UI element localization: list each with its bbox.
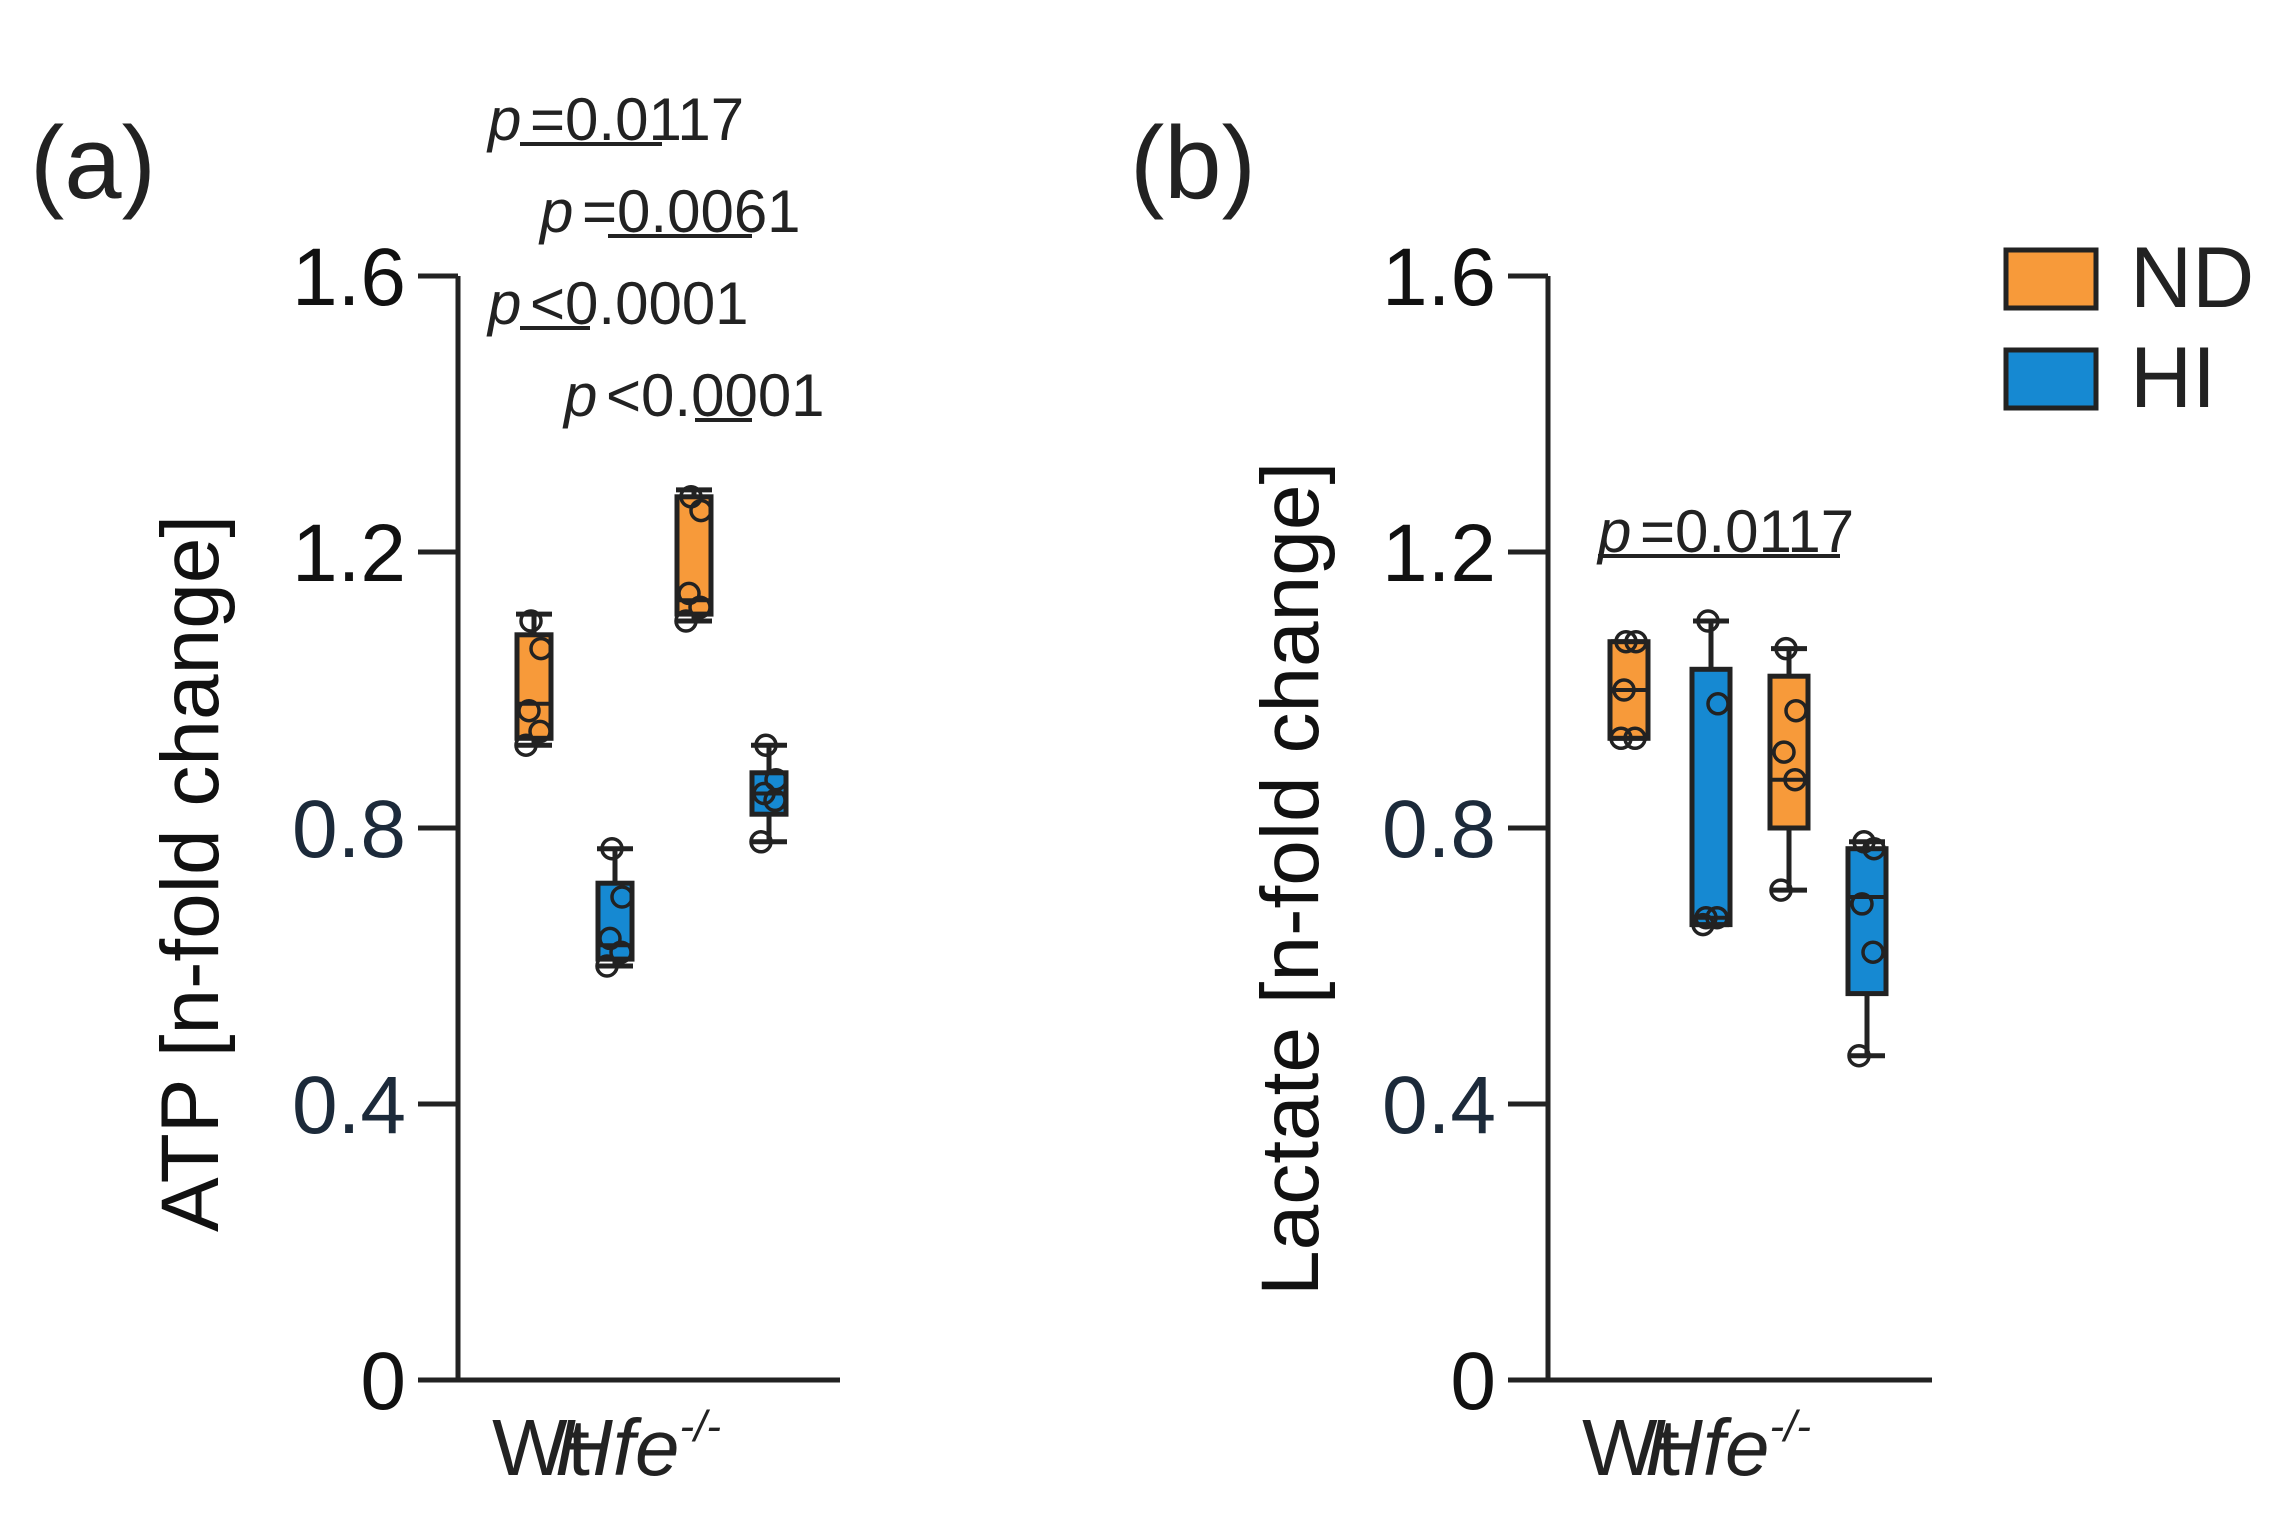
data-point (674, 609, 698, 633)
category-label: Hfe-/- (1645, 1402, 1811, 1492)
category-name: Wt (492, 1403, 590, 1492)
data-point (610, 885, 634, 909)
y-tick-label: 1.2 (1382, 508, 1496, 599)
box-hi-hfe (749, 733, 789, 854)
category-superscript: -/- (1769, 1402, 1811, 1451)
p-symbol: p (486, 86, 521, 153)
panel-label: (a) (30, 105, 156, 220)
panel-b-lactate-chart: (b) 0 0.4 0.8 1.2 1.6 Lactate [n-fold change] W… (1130, 105, 1932, 1492)
category-label: Wt (1582, 1403, 1680, 1492)
p-value: =0.0117 (530, 86, 744, 153)
category-superscript: -/- (679, 1402, 721, 1451)
category-name: Wt (1582, 1403, 1680, 1492)
data-point (677, 581, 701, 606)
legend-label-nd: ND (2130, 230, 2254, 326)
box-hi-wt (595, 836, 635, 978)
data-point (1614, 629, 1638, 654)
data-point (1852, 830, 1876, 854)
p-symbol: p (1596, 498, 1631, 565)
box-nd-wt (514, 609, 554, 757)
p-value: =0.0117 (1640, 498, 1854, 565)
y-axis-title: Lactate [n-fold change] (1245, 462, 1336, 1296)
data-point (1772, 740, 1796, 764)
box-iqr (1689, 666, 1733, 928)
y-tick-label: 1.6 (1382, 232, 1496, 323)
data-point (1783, 767, 1807, 792)
data-point (1696, 609, 1720, 633)
data-point (754, 733, 778, 757)
p-value: <0.0001 (606, 362, 825, 429)
y-tick-label: 0 (360, 1336, 406, 1427)
category-name: Hfe (555, 1403, 680, 1492)
panel-a-atp-chart: (a) 0 0.4 0.8 1.2 1.6 ATP [n-fold change] WtHfe… (30, 86, 840, 1492)
data-point (1623, 726, 1647, 751)
data-point (1706, 692, 1730, 716)
legend-swatch-hi (2003, 347, 2099, 411)
data-point (528, 719, 552, 744)
box-iqr (1845, 846, 1889, 997)
category-name: Hfe (1645, 1403, 1770, 1492)
data-point (1705, 905, 1729, 930)
data-point (529, 636, 553, 661)
box-nd-wt (1607, 629, 1651, 751)
box-iqr (674, 494, 714, 617)
box-nd-hfe (674, 485, 714, 633)
legend-swatch-nd (2003, 247, 2099, 311)
data-point (519, 609, 543, 633)
significance-annotation: p =0.0117 (1596, 498, 1854, 565)
legend-label-hi: HI (2130, 330, 2216, 426)
y-tick-label: 1.2 (292, 508, 406, 599)
y-axis-title: ATP [n-fold change] (145, 515, 236, 1232)
y-tick-label: 0.8 (1382, 784, 1496, 875)
y-tick-label: 0.4 (1382, 1060, 1496, 1151)
data-point (1612, 678, 1636, 702)
y-tick-label: 0 (1450, 1336, 1496, 1427)
data-point (752, 781, 776, 806)
data-point (1850, 892, 1874, 916)
data-point (1784, 698, 1808, 723)
data-point (517, 698, 541, 723)
box-hi-wt (1689, 609, 1733, 937)
p-symbol: p (562, 362, 597, 429)
category-label: Wt (492, 1403, 590, 1492)
data-point (1624, 629, 1648, 654)
p-symbol: p (538, 178, 573, 245)
p-symbol: p (486, 270, 521, 337)
data-point (595, 954, 619, 978)
panel-label: (b) (1130, 105, 1256, 220)
box-hi-hfe (1845, 830, 1889, 1068)
p-value: =0.0061 (582, 178, 801, 245)
significance-annotation: p <0.0001 (486, 270, 749, 337)
y-tick-label: 1.6 (292, 232, 406, 323)
data-point (1769, 878, 1793, 902)
data-point (514, 733, 538, 757)
box-nd-hfe (1767, 636, 1811, 902)
data-point (598, 926, 622, 951)
significance-annotation: p =0.0117 (486, 86, 744, 153)
significance-annotation: p =0.0061 (538, 178, 801, 245)
data-point (749, 830, 773, 854)
data-point (1861, 940, 1885, 964)
category-label: Hfe-/- (555, 1402, 721, 1492)
p-value: <0.0001 (530, 270, 749, 337)
data-point (1847, 1043, 1871, 1068)
y-tick-label: 0.8 (292, 784, 406, 875)
data-point (1609, 726, 1633, 751)
data-point (600, 836, 624, 861)
data-point (1774, 636, 1798, 661)
data-point (1694, 905, 1718, 930)
y-tick-label: 0.4 (292, 1060, 406, 1151)
data-point (764, 767, 788, 792)
significance-annotation: p <0.0001 (562, 362, 825, 429)
data-point (679, 485, 703, 509)
